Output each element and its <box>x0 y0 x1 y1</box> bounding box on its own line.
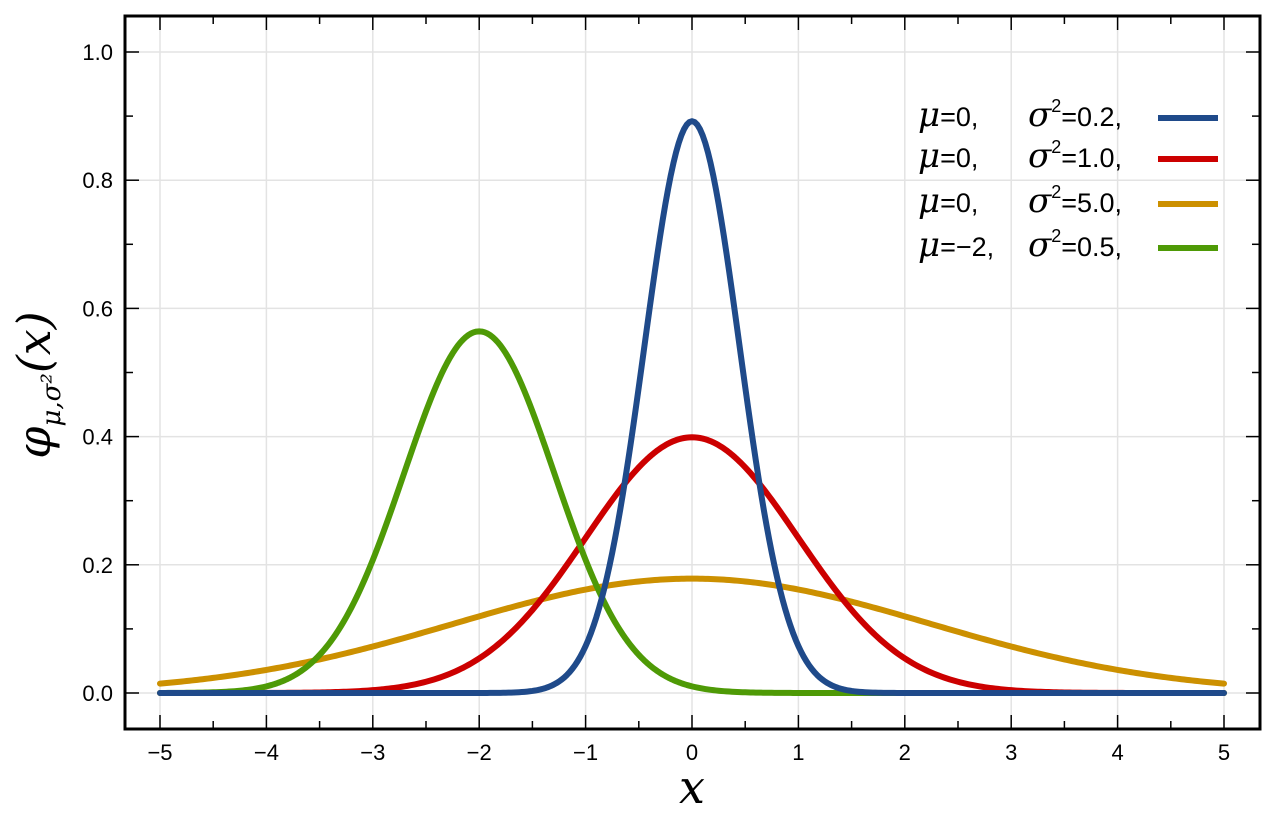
x-tick-label: 4 <box>1111 740 1123 765</box>
legend-entry: μ=0, σ2=0.2, <box>918 95 1218 135</box>
legend-sigma-text: σ2=1.0, <box>1028 136 1122 176</box>
legend: μ=0, σ2=0.2, μ=0, σ2=1.0, μ=0, σ2=5.0, μ=−2, σ2… <box>918 95 1218 265</box>
series-curves <box>157 118 1227 696</box>
y-tick-label: 0.2 <box>82 553 113 578</box>
y-axis-label: φμ,σ²(x) <box>7 311 67 458</box>
legend-mu-text: μ=0, <box>918 136 978 176</box>
x-tick-label: −4 <box>254 740 279 765</box>
x-axis-label: x <box>679 760 705 814</box>
y-tick-label: 0.4 <box>82 425 113 450</box>
y-axis-label-base: φ <box>7 426 61 459</box>
legend-sigma-text: σ2=5.0, <box>1028 181 1122 221</box>
series-curve <box>157 118 1227 696</box>
x-tick-label: 0 <box>686 740 698 765</box>
y-tick-label: 0.6 <box>82 296 113 321</box>
ticks <box>125 16 1260 729</box>
legend-entry: μ=0, σ2=5.0, <box>918 181 1218 221</box>
legend-sigma-text: σ2=0.5, <box>1028 225 1122 265</box>
svg-text:φμ,σ²(x): φμ,σ²(x) <box>7 311 67 458</box>
x-tick-label: 2 <box>899 740 911 765</box>
x-tick-label: 1 <box>792 740 804 765</box>
legend-mu-text: μ=−2, <box>918 225 994 265</box>
x-tick-label: 3 <box>1005 740 1017 765</box>
x-tick-label: −2 <box>467 740 492 765</box>
y-tick-label: 1.0 <box>82 40 113 65</box>
tick-labels: −5 −4 −3 −2 −1 0 1 2 3 4 5 0.0 0.2 0.4 0.6 0.8 1.0 <box>82 40 1230 765</box>
x-tick-label: −3 <box>360 740 385 765</box>
x-tick-label: −1 <box>573 740 598 765</box>
x-tick-label: −5 <box>147 740 172 765</box>
y-axis-label-subscript: μ,σ² <box>37 373 67 426</box>
x-tick-label: 5 <box>1218 740 1230 765</box>
legend-mu-text: μ=0, <box>918 95 978 135</box>
y-tick-label: 0.0 <box>82 681 113 706</box>
y-axis-label-argument: (x) <box>7 311 61 373</box>
legend-mu-text: μ=0, <box>918 181 978 221</box>
y-tick-label: 0.8 <box>82 168 113 193</box>
legend-entry: μ=0, σ2=1.0, <box>918 136 1218 176</box>
legend-sigma-text: σ2=0.2, <box>1028 95 1122 135</box>
series-curve <box>157 575 1227 687</box>
legend-entry: μ=−2, σ2=0.5, <box>918 225 1218 265</box>
